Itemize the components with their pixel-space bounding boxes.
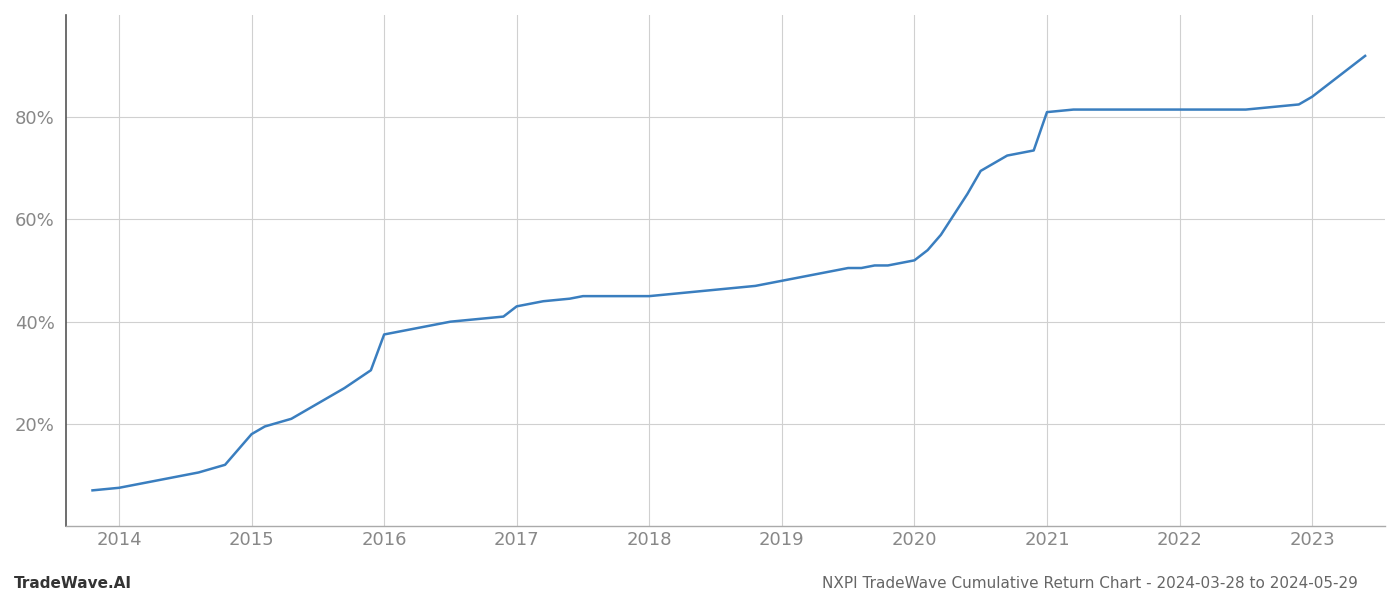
Text: TradeWave.AI: TradeWave.AI [14,576,132,591]
Text: NXPI TradeWave Cumulative Return Chart - 2024-03-28 to 2024-05-29: NXPI TradeWave Cumulative Return Chart -… [822,576,1358,591]
